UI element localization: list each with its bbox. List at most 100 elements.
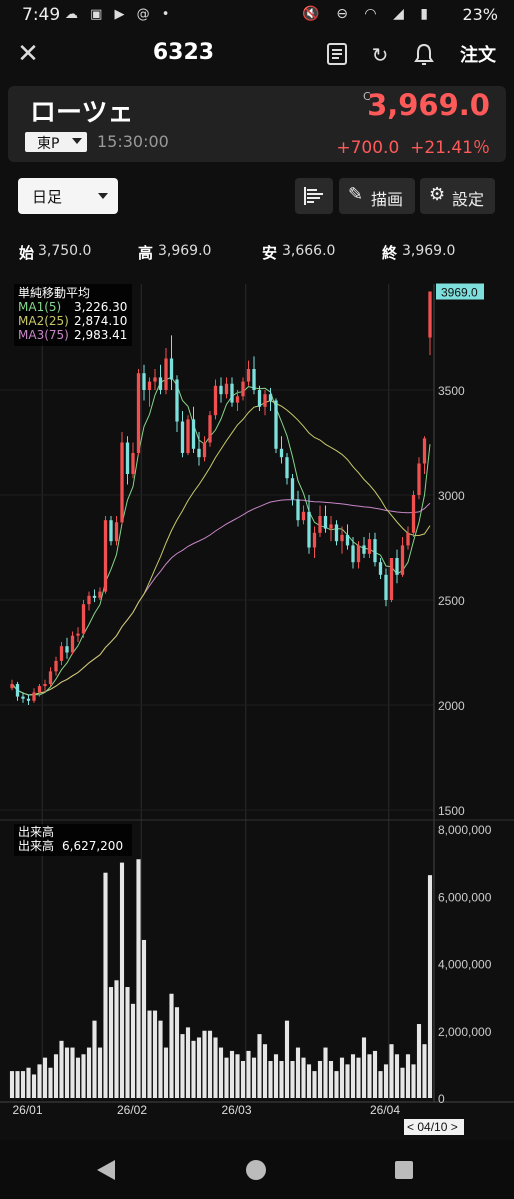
candle-body	[252, 369, 256, 390]
candle	[202, 436, 207, 462]
recents-icon[interactable]	[394, 1160, 414, 1180]
volume-bar	[328, 1061, 334, 1098]
candle-body	[180, 421, 185, 453]
volume-bar	[75, 1057, 81, 1098]
candle	[175, 375, 179, 432]
candle	[235, 390, 240, 411]
volume-bar	[86, 1047, 92, 1098]
candle-body	[15, 684, 20, 697]
back-icon[interactable]	[95, 1158, 117, 1182]
volume-bar	[229, 1050, 235, 1098]
volume-bar	[411, 1064, 416, 1098]
close-marker: C	[363, 90, 371, 103]
candle-body	[406, 532, 410, 546]
x-tick-label: 26/04	[370, 1103, 400, 1117]
candle-body	[340, 534, 344, 542]
market-select[interactable]: 東P	[25, 132, 87, 152]
volume-bar	[119, 862, 125, 1098]
candle	[120, 432, 124, 525]
volume-bar	[108, 987, 114, 1098]
volume-bar	[312, 1071, 317, 1098]
candle	[345, 524, 350, 550]
draw-button[interactable]: ✎ 描画	[339, 178, 415, 214]
candle	[191, 406, 196, 453]
volume-bar	[130, 1003, 136, 1098]
volume-bar	[251, 1057, 257, 1098]
candle	[136, 369, 141, 456]
candle	[32, 688, 36, 703]
close-icon[interactable]: ✕	[17, 39, 39, 69]
candle-body	[307, 511, 311, 548]
home-icon[interactable]	[245, 1159, 267, 1181]
candle	[296, 490, 300, 527]
ma3-label: MA3(75)	[18, 328, 69, 342]
candle-body	[21, 696, 25, 699]
volume-bar	[350, 1054, 356, 1098]
candle	[219, 377, 223, 403]
candle-body	[290, 478, 295, 500]
candle	[246, 360, 251, 386]
candle-body	[186, 419, 190, 453]
candle-body	[153, 377, 157, 382]
orderbook-button[interactable]	[295, 178, 333, 214]
candle	[417, 457, 421, 500]
candle	[109, 516, 113, 546]
candle	[37, 684, 42, 697]
candle-body	[98, 591, 102, 598]
settings-button[interactable]: ⚙ 設定	[420, 178, 495, 214]
gear-icon: ⚙	[429, 184, 446, 205]
volume-bar	[306, 1064, 312, 1098]
candle-body	[345, 534, 350, 546]
order-button[interactable]: 注文	[460, 45, 496, 66]
candle	[197, 432, 201, 466]
candle-body	[136, 373, 141, 453]
volume-bar	[361, 1037, 367, 1098]
refresh-icon[interactable]: ↻	[371, 43, 389, 67]
document-icon[interactable]	[324, 42, 350, 68]
page-title: 6323	[152, 40, 215, 65]
quote-card: ローツェ 東P 15:30:00 C 3,969.0 +700.0 +21.41…	[8, 86, 506, 162]
candle	[103, 516, 108, 594]
candle-body	[120, 442, 124, 523]
candle-body	[301, 511, 306, 521]
candle-body	[362, 545, 366, 554]
candle	[384, 568, 388, 607]
candle	[422, 436, 427, 474]
candle-body	[70, 635, 75, 653]
candle	[87, 591, 91, 611]
volume-label: 出来高	[18, 839, 55, 853]
candle-body	[147, 381, 152, 390]
volume-bar	[169, 993, 174, 1098]
volume-bar	[273, 1054, 279, 1098]
candle	[208, 411, 212, 447]
x-tick-label: 26/02	[117, 1103, 147, 1117]
candle-body	[87, 595, 91, 605]
candle	[323, 505, 328, 533]
candle	[230, 377, 234, 407]
candle-body	[411, 495, 416, 533]
candle-body	[191, 419, 196, 449]
candle-body	[48, 671, 53, 684]
candle	[373, 532, 377, 567]
candle	[367, 532, 372, 558]
candle	[158, 364, 163, 395]
bell-icon[interactable]	[411, 42, 437, 68]
volume-bar	[136, 859, 141, 1098]
candle-body	[279, 448, 284, 458]
candle	[400, 537, 405, 577]
volume-bar	[180, 1034, 185, 1098]
candle	[81, 600, 86, 638]
volume-bar	[284, 1020, 290, 1098]
candle	[428, 291, 432, 356]
volume-tick-label: 8,000,000	[438, 823, 492, 837]
high-label: 高	[138, 244, 154, 262]
volume-legend: 出来高 出来高 6,627,200	[14, 824, 132, 856]
candle	[312, 526, 317, 558]
candle-body	[142, 373, 146, 390]
period-select[interactable]: 日足	[18, 178, 118, 214]
volume-bar	[378, 1071, 383, 1098]
volume-bar	[416, 1024, 422, 1098]
candle-body	[351, 545, 355, 563]
candle	[411, 490, 416, 537]
price-chart[interactable]: 3500 3000 2500 2000 1500 3969.0 8,000,000 6,000…	[0, 280, 514, 1140]
